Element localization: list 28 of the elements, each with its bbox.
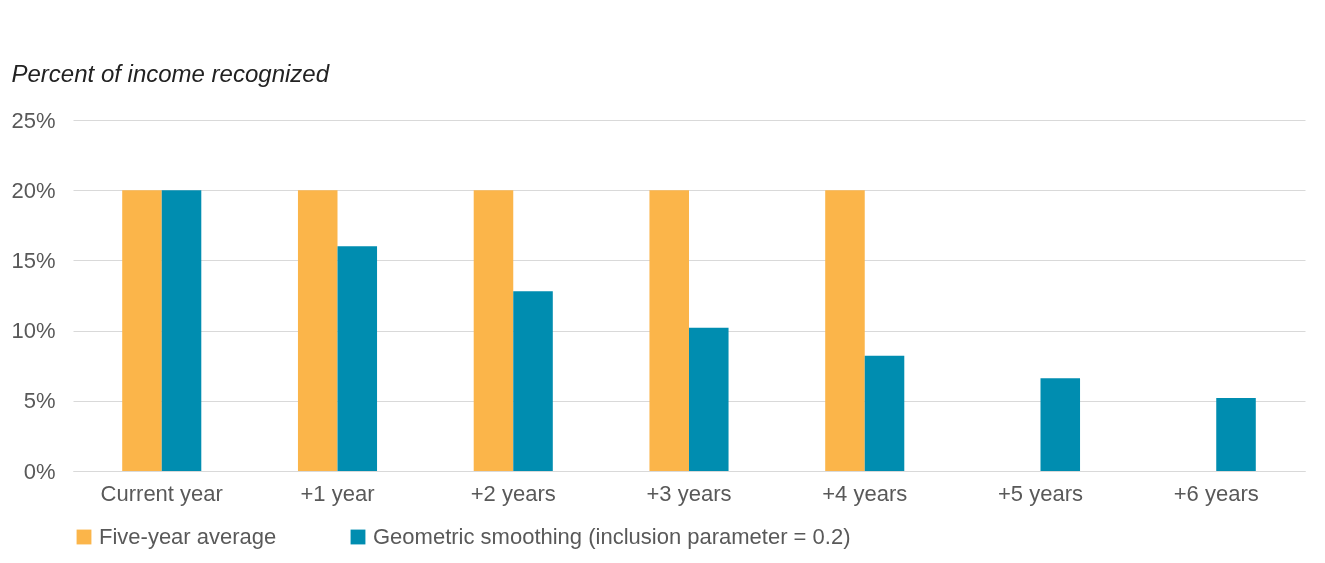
bar (473, 190, 514, 471)
y-axis-title: Percent of income recognized (11, 59, 330, 87)
bar (1216, 397, 1256, 471)
x-tick-label: +5 years (998, 480, 1083, 506)
y-tick-label: 5% (23, 388, 56, 414)
bar (513, 291, 553, 471)
bar (161, 190, 202, 471)
y-tick-label: 20% (11, 177, 56, 203)
bar (297, 190, 338, 471)
bar (122, 190, 162, 471)
y-tick-label: 10% (11, 318, 56, 344)
bar (825, 190, 865, 471)
bar (864, 355, 905, 471)
x-tick-label: +6 years (1173, 480, 1259, 506)
bar (337, 246, 378, 471)
y-tick-label: 15% (11, 247, 56, 273)
x-tick-label: +4 years (822, 480, 908, 506)
legend-label: Geometric smoothing (inclusion parameter = 0.2) (373, 524, 851, 549)
legend-label: Five-year average (99, 524, 277, 549)
x-tick-label: +1 year (300, 480, 375, 506)
x-tick-label: Current year (100, 480, 223, 506)
x-tick-label: +2 years (470, 480, 556, 506)
y-tick-label: 0% (23, 458, 56, 484)
bar (1040, 378, 1081, 471)
bar (689, 327, 729, 471)
y-tick-label: 25% (11, 107, 56, 133)
bar (649, 190, 689, 471)
x-tick-label: +3 years (646, 480, 732, 506)
